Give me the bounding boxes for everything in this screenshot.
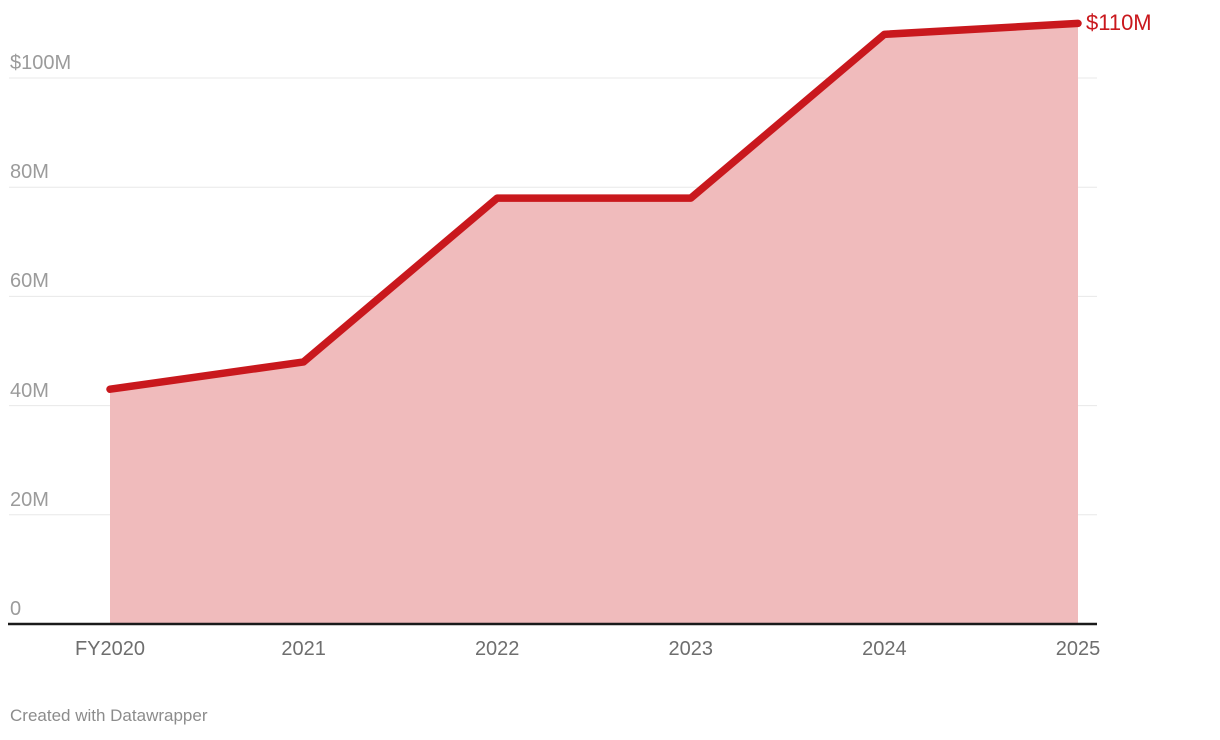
end-value-label: $110M bbox=[1086, 10, 1152, 36]
x-tick-label-2021: 2021 bbox=[281, 638, 326, 660]
data-line bbox=[106, 19, 1082, 393]
x-tick-label-FY2020: FY2020 bbox=[74, 638, 146, 660]
area-fill bbox=[110, 23, 1078, 624]
y-tick-label-20: 20M bbox=[10, 488, 49, 511]
x-tick-label-2023: 2023 bbox=[668, 638, 714, 660]
x-tick-label-2022: 2022 bbox=[474, 638, 520, 660]
x-tick-label-2024: 2024 bbox=[862, 638, 907, 660]
y-tick-label-60: 60M bbox=[10, 270, 49, 293]
footer-credit: Created with Datawrapper bbox=[10, 706, 208, 725]
y-tick-label-0: 0 bbox=[10, 598, 22, 620]
x-tick-label-2025: 2025 bbox=[1055, 638, 1101, 660]
y-tick-label-40: 40M bbox=[10, 379, 49, 402]
y-tick-label-100: $100M bbox=[10, 52, 72, 74]
y-tick-label-80: 80M bbox=[10, 161, 49, 184]
